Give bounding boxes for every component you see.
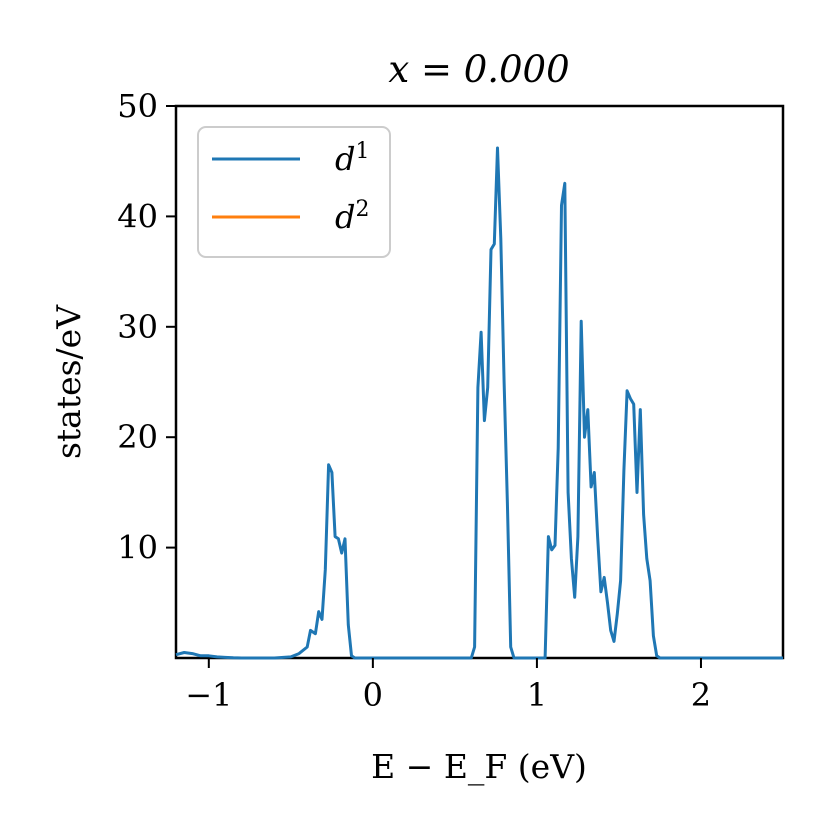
x-tick-label: 2: [691, 676, 711, 714]
series-line-1: [175, 146, 783, 660]
x-tick-label: −1: [185, 676, 232, 714]
plot-frame: [174, 104, 785, 660]
legend: d1 d2: [197, 126, 391, 258]
legend-label-d1-base: d: [335, 140, 355, 178]
y-tick-label: 40: [117, 197, 158, 235]
y-tick-label: 30: [117, 308, 158, 346]
legend-label-d2-base: d: [335, 198, 355, 236]
x-tick-label: 0: [363, 676, 383, 714]
legend-label-d1: d1: [335, 139, 369, 178]
y-tick-label: 20: [117, 418, 158, 456]
ticks-layer: −1 0 1 2 10 20 30 40 50: [117, 87, 711, 714]
y-axis-label: states/eV: [49, 304, 88, 459]
plot-area: −1 0 1 2 10 20 30 40 50: [117, 87, 785, 714]
y-tick-label: 10: [117, 529, 158, 567]
series-layer: [175, 146, 783, 660]
x-tick-label: 1: [527, 676, 547, 714]
x-axis-label: E − E_F (eV): [371, 747, 587, 787]
legend-label-d2: d2: [335, 197, 369, 236]
legend-label-d1-sup: 1: [355, 139, 369, 164]
legend-label-d2-sup: 2: [355, 197, 369, 222]
y-tick-label: 50: [117, 87, 158, 125]
chart-title: x = 0.000: [388, 48, 569, 91]
